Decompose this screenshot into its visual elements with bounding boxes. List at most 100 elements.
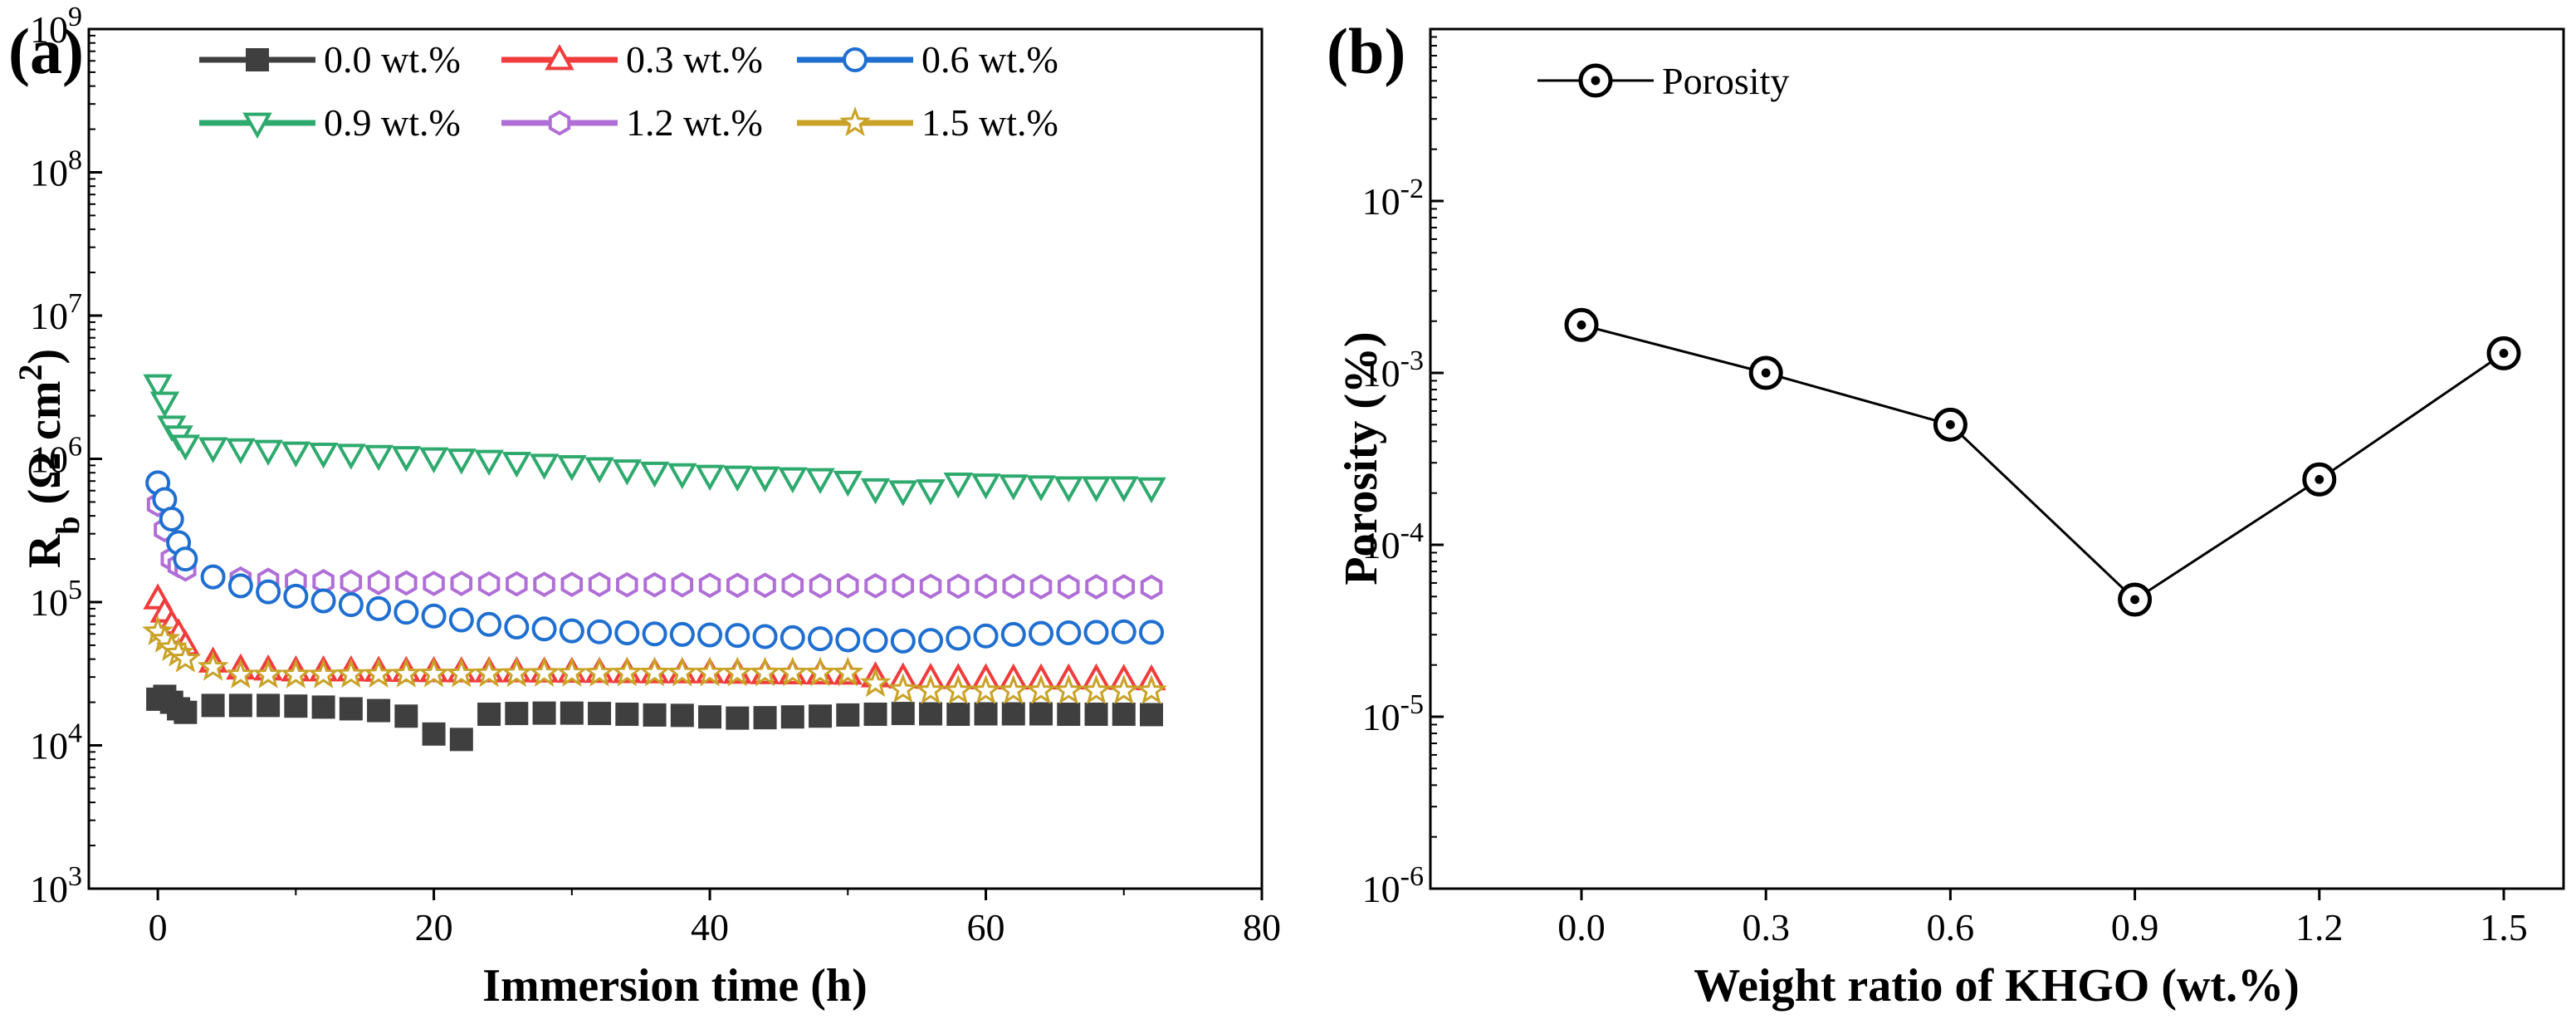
data-point [252, 658, 285, 688]
data-point [891, 702, 915, 726]
legend-marker [545, 43, 574, 71]
data-point [149, 391, 180, 418]
data-point [477, 571, 501, 597]
data-point [533, 571, 555, 597]
data-point [999, 474, 1029, 501]
data-point [919, 573, 942, 600]
y-tick-label: 104 [30, 718, 82, 767]
data-point [421, 603, 447, 629]
y-tick-label-base: 10 [1362, 180, 1400, 223]
y-tick-label-base: 10 [30, 581, 68, 624]
data-point [418, 657, 450, 688]
data-point [698, 572, 721, 599]
y-tick-label: 105 [30, 575, 82, 624]
data-point [778, 467, 808, 494]
data-point [616, 571, 638, 598]
legend-marker [242, 112, 272, 140]
data-point [335, 658, 367, 688]
data-point [1564, 307, 1599, 342]
data-point [339, 697, 363, 721]
data-point [143, 374, 173, 401]
data-point [1748, 355, 1783, 390]
panel-a-label: (a) [8, 15, 84, 87]
y-tick-label-exponent: -3 [1400, 345, 1424, 376]
data-point [667, 463, 697, 490]
data-point [280, 658, 312, 688]
data-point [804, 656, 837, 687]
y-tick-label-exponent: 6 [68, 432, 82, 463]
data-point [367, 698, 391, 723]
data-point [560, 571, 584, 597]
data-point [1081, 476, 1112, 502]
y-tick-label-base: 10 [1362, 696, 1400, 738]
data-point [776, 656, 809, 687]
y-label-sup: 2 [12, 364, 49, 380]
data-point [391, 446, 422, 473]
data-point [307, 658, 340, 688]
data-point [611, 656, 643, 687]
legend-label: 1.2 wt.% [626, 101, 763, 144]
legend-marker [839, 106, 871, 137]
data-point [946, 625, 971, 651]
data-point [557, 454, 587, 482]
y-tick-label-exponent: 9 [68, 2, 82, 32]
y-tick-label-base: 10 [1362, 524, 1400, 566]
data-point [1057, 702, 1081, 726]
data-point [726, 706, 750, 730]
panel-b-y-axis: 10-610-510-410-310-2 [1362, 36, 1444, 910]
data-point [501, 451, 532, 478]
y-label-sub: b [49, 516, 86, 534]
data-point [805, 468, 835, 495]
data-point [505, 702, 529, 726]
data-point [864, 573, 887, 599]
data-point [947, 573, 970, 600]
data-point [918, 628, 944, 654]
data-point [587, 619, 613, 644]
data-point [311, 695, 335, 719]
y-tick-label-base: 10 [30, 725, 68, 767]
data-point [809, 573, 832, 599]
data-point [2486, 336, 2521, 370]
y-tick-label-exponent: 4 [68, 718, 82, 749]
data-point [310, 588, 336, 614]
data-point [860, 478, 891, 505]
y-tick-label-base: 10 [30, 295, 68, 337]
panel-b-frame [1429, 27, 2565, 890]
data-point [643, 571, 666, 598]
data-point [725, 623, 750, 649]
data-point [890, 628, 916, 654]
data-point [422, 722, 446, 746]
data-point [1111, 619, 1136, 644]
series-06 [145, 470, 1165, 654]
y-tick-label-base: 10 [30, 152, 68, 194]
data-point [169, 642, 202, 673]
data-point [666, 656, 698, 687]
data-point [753, 706, 777, 730]
data-point [584, 457, 614, 483]
panel-a-x-axis: 0 20 40 60 80 [149, 889, 1281, 948]
data-point [224, 658, 257, 688]
data-point-dot [2499, 349, 2509, 358]
series-09 [143, 374, 1166, 507]
data-point [284, 694, 308, 718]
data-point [970, 674, 1002, 705]
data-point [340, 569, 363, 595]
data-point [501, 657, 533, 688]
data-point [1084, 702, 1108, 726]
data-point [159, 506, 184, 532]
series-12 [146, 492, 1163, 600]
y-tick-label: 103 [30, 861, 82, 910]
y-tick-label-base: 10 [1362, 868, 1400, 910]
data-point [780, 625, 805, 650]
data-point [888, 480, 918, 507]
data-point [1056, 620, 1082, 646]
legend-item: 1.2 wt.% [501, 101, 763, 144]
data-point [198, 437, 228, 463]
data-point [946, 702, 970, 726]
data-point [529, 453, 560, 480]
x-tick-label: 1.5 [2480, 906, 2528, 948]
data-point [1933, 407, 1967, 442]
panel-a-legend: 0.0 wt.% 0.3 wt.% 0.6 wt.% 0.9 wt.% 1.2 wt.%… [199, 38, 1058, 144]
data-point [698, 705, 722, 729]
x-tick-label: 0 [149, 906, 168, 948]
